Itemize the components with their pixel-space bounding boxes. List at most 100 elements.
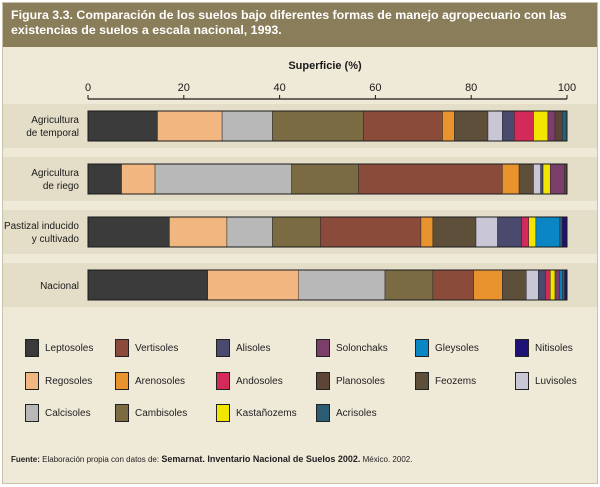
legend-swatch <box>25 372 39 390</box>
bar-segment <box>207 269 300 301</box>
bar-segment <box>502 269 527 301</box>
bar-segment <box>561 216 568 248</box>
bar-segment <box>363 110 443 142</box>
bar-segment <box>533 163 541 195</box>
bar-segment <box>487 110 503 142</box>
legend-swatch <box>515 372 529 390</box>
bar-segment <box>169 216 228 248</box>
legend-swatch <box>316 339 330 357</box>
legend-swatch <box>216 339 230 357</box>
source-label: Fuente: <box>11 455 40 464</box>
legend-label: Acrisoles <box>336 408 377 419</box>
bar-segment <box>542 163 551 195</box>
legend-label: Calcisoles <box>45 408 91 419</box>
x-tick-label: 40 <box>273 82 285 94</box>
legend-swatch <box>115 404 129 422</box>
category-label: Pastizal inducido y cultivado <box>4 221 79 245</box>
figure-title: Figura 3.3. Comparación de los suelos ba… <box>11 8 567 37</box>
bar-segment <box>87 110 158 142</box>
legend-label: Alisoles <box>236 343 271 354</box>
source-note: Fuente: Elaboración propia con datos de:… <box>11 454 412 464</box>
bar-segment <box>549 269 556 301</box>
legend-label: Kastañozems <box>236 408 297 419</box>
legend-label: Regosoles <box>45 376 93 387</box>
legend-swatch <box>216 372 230 390</box>
source-suffix: México. 2002. <box>362 455 413 464</box>
source-prefix: Elaboración propia con datos de: <box>42 455 160 464</box>
bar-segment <box>514 110 534 142</box>
legend-label: Vertisoles <box>135 343 179 354</box>
x-axis: 0 20 40 60 80 100 <box>85 82 576 100</box>
bar-segment <box>497 216 522 248</box>
legend-swatch <box>115 339 129 357</box>
bar-segment <box>473 269 503 301</box>
bar-segment <box>561 110 568 142</box>
bar-segment <box>526 269 539 301</box>
bar-segment <box>384 269 434 301</box>
legend-swatch <box>25 339 39 357</box>
legend-swatch <box>415 339 429 357</box>
legend-label: Gleysoles <box>435 343 479 354</box>
bar-segment <box>87 269 208 301</box>
bar-segment <box>521 216 529 248</box>
bar-segment <box>559 269 563 301</box>
bar-segment <box>535 216 561 248</box>
x-axis-label: Superficie (%) <box>288 60 362 72</box>
bar-segment <box>538 269 546 301</box>
legend-swatch <box>316 404 330 422</box>
legend-label: Luvisoles <box>535 376 577 387</box>
bar-segment <box>549 163 565 195</box>
bar-segment <box>226 216 273 248</box>
legend-swatch <box>115 372 129 390</box>
x-tick-label: 100 <box>558 82 576 94</box>
bar-segment <box>502 163 520 195</box>
x-tick-label: 20 <box>178 82 190 94</box>
bar-segment <box>291 163 359 195</box>
bar-outline <box>87 216 568 248</box>
bar-outline <box>87 269 568 301</box>
bar-segment <box>154 163 292 195</box>
legend-swatch <box>25 404 39 422</box>
bar-segment <box>420 216 434 248</box>
category-labels: Agricultura de temporal Agricultura de rieg… <box>4 115 79 292</box>
source-publication: Semarnat. Inventario Nacional de Suelos … <box>161 454 361 464</box>
bar-segment <box>533 110 549 142</box>
bars <box>87 110 568 301</box>
legend-swatch <box>316 372 330 390</box>
bar-segment <box>454 110 489 142</box>
legend-label: Nitisoles <box>535 343 573 354</box>
bar-outline <box>87 163 568 195</box>
x-tick-label: 80 <box>465 82 477 94</box>
bar-segment <box>221 110 273 142</box>
bar-segment <box>559 216 563 248</box>
bar-segment <box>358 163 503 195</box>
bar-segment <box>121 163 156 195</box>
bar-segment <box>432 216 477 248</box>
bar-segment <box>502 110 515 142</box>
bar-segment <box>442 110 455 142</box>
bar-outline <box>87 110 568 142</box>
title-banner: Figura 3.3. Comparación de los suelos ba… <box>3 3 597 47</box>
category-label: Agricultura de riego <box>31 168 79 192</box>
legend-label: Leptosoles <box>45 343 94 354</box>
bar-segment <box>87 163 122 195</box>
bar-segment <box>540 163 544 195</box>
category-label: Nacional <box>40 281 79 292</box>
bar-segment <box>272 216 321 248</box>
bar-segment <box>272 110 364 142</box>
legend-swatch <box>216 404 230 422</box>
bar-segment <box>518 163 534 195</box>
stacked-bar-chart: Superficie (%) 0 20 40 60 80 100 Agricultura d… <box>3 60 597 307</box>
bar-segment <box>475 216 498 248</box>
legend-swatch <box>515 339 529 357</box>
bar-segment <box>87 216 170 248</box>
bar-segment <box>545 269 551 301</box>
bar-segment <box>547 110 556 142</box>
bar-segment <box>528 216 537 248</box>
legend-swatch <box>415 372 429 390</box>
legend-label: Arenosoles <box>135 376 186 387</box>
bar-segment <box>554 269 561 301</box>
bar-segment <box>561 269 565 301</box>
legend-label: Cambisoles <box>135 408 188 419</box>
